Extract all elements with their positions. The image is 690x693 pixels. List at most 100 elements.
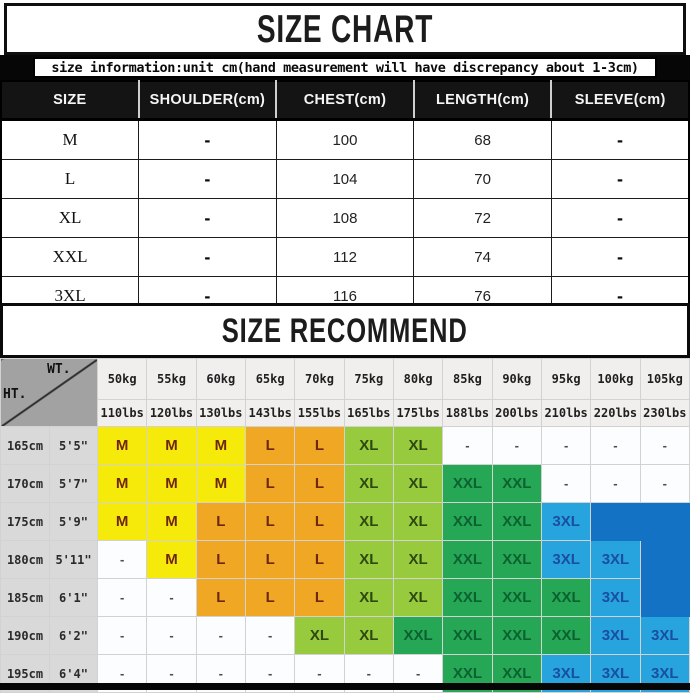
weight-lbs-header: 230lbs [639,399,690,427]
weight-kg-header: 65kg [244,358,296,400]
recommend-size-cell: XL [392,464,444,503]
weight-lbs-header: 110lbs [96,399,148,427]
size-chart-title-box: SIZE CHART [4,3,686,55]
size-chart-cell: M [0,119,140,160]
recommend-size-cell: L [294,426,345,465]
recommend-size-cell: L [244,464,296,503]
recommend-size-cell: 3XL [639,616,690,655]
recommend-size-cell: XXL [540,578,592,617]
size-chart-cell: 68 [413,119,552,160]
recommend-size-cell: L [244,578,296,617]
recommend-size-cell: M [195,426,246,465]
weight-lbs-header: 200lbs [491,399,542,427]
recommend-size-cell: XXL [491,464,542,503]
recommend-size-cell: M [146,502,197,541]
unit-note-text: size information:unit cm(hand measuremen… [51,59,639,76]
recommend-size-cell: M [96,502,148,541]
size-chart-title: SIZE CHART [256,6,434,51]
height-cm-cell: 180cm [0,540,50,579]
recommend-size-cell: 3XL [540,502,592,541]
recommend-size-cell: L [294,540,345,579]
recommend-size-cell: M [146,540,197,579]
weight-lbs-header: 220lbs [590,399,641,427]
recommend-size-cell: XL [392,426,444,465]
weight-kg-header: 80kg [392,358,444,400]
recommend-size-cell: L [294,464,345,503]
recommend-size-cell: XXL [442,616,493,655]
weight-lbs-header: 175lbs [392,399,444,427]
recommend-size-cell: - [540,426,592,465]
recommend-size-cell [639,502,690,541]
recommend-size-cell: - [195,616,246,655]
recommend-row: 185cm 6'1" - - L L L XL XL XXL XXL XXL 3XL [0,578,690,617]
recommend-size-cell: - [96,578,148,617]
weight-kg-header: 55kg [146,358,197,400]
size-chart-header-row: SIZE SHOULDER(cm) CHEST(cm) LENGTH(cm) SLEEV… [1,81,689,121]
recommend-size-cell: - [442,426,493,465]
size-chart-cell: 108 [275,198,415,238]
corner-ht-label: HT. [3,387,27,403]
recommend-size-cell: XL [343,502,394,541]
recommend-size-cell: XL [343,464,394,503]
weight-kg-header: 90kg [491,358,542,400]
size-chart-cell: 112 [275,237,415,277]
size-chart-col-header-0: SIZE [1,81,139,121]
corner-wt-ht-cell: WT. HT. [0,358,98,427]
recommend-size-cell: XL [343,578,394,617]
recommend-size-cell: XXL [442,578,493,617]
weight-lbs-header: 165lbs [343,399,394,427]
size-chart-row: M -100 68- [0,119,690,160]
recommend-size-cell: L [195,540,246,579]
recommend-size-cell: XXL [491,578,542,617]
weight-lbs-header: 130lbs [195,399,246,427]
weight-lbs-header: 143lbs [244,399,296,427]
size-chart-row: XXL -112 74- [0,237,690,277]
weight-kg-header: 95kg [540,358,592,400]
size-chart-cell: XXL [0,237,140,277]
recommend-body: 165cm 5'5" M M M L L XL XL - - - - -170cm 5'7" M M M L L XL X… [0,426,690,693]
size-chart-cell: - [138,237,277,277]
recommend-size-cell: L [244,540,296,579]
size-chart-table: SIZE SHOULDER(cm) CHEST(cm) LENGTH(cm) SLEEV… [0,80,690,317]
recommend-size-cell: M [146,464,197,503]
recommend-size-cell: M [96,464,148,503]
size-chart-cell: - [550,119,690,160]
weight-kg-header: 70kg [294,358,345,400]
unit-note-strip: size information:unit cm(hand measuremen… [0,55,690,80]
size-chart-cell: 70 [413,159,552,199]
recommend-size-cell: L [244,502,296,541]
recommend-size-cell: - [491,426,542,465]
recommend-size-cell: M [195,464,246,503]
recommend-size-cell: XXL [491,616,542,655]
height-cm-cell: 185cm [0,578,50,617]
weight-kg-header: 85kg [442,358,493,400]
recommend-size-cell: M [96,426,148,465]
size-chart-row: L -104 70- [0,159,690,199]
weight-lbs-header: 120lbs [146,399,197,427]
recommend-size-cell [639,540,690,579]
size-chart-row: XL -108 72- [0,198,690,238]
size-chart-cell: 100 [275,119,415,160]
recommend-size-cell: XXL [491,502,542,541]
recommend-size-cell: - [146,578,197,617]
recommend-size-cell: XXL [392,616,444,655]
recommend-size-cell: 3XL [590,578,641,617]
size-recommend-table: WT. HT. 50kg 55kg 60kg 65kg 70kg 75kg 80kg 85kg… [0,358,690,693]
size-chart-col-header-3: LENGTH(cm) [412,81,552,121]
recommend-size-cell: L [244,426,296,465]
recommend-size-cell: 3XL [540,540,592,579]
size-chart-cell: 74 [413,237,552,277]
weight-lbs-header: 210lbs [540,399,592,427]
size-chart-cell: L [0,159,140,199]
height-ft-cell: 5'11" [49,540,98,579]
size-chart-col-header-1: SHOULDER(cm) [137,81,277,121]
recommend-size-cell: - [639,464,690,503]
height-cm-cell: 175cm [0,502,50,541]
recommend-size-cell: - [96,616,148,655]
recommend-size-cell: L [195,578,246,617]
size-chart-cell: XL [0,198,140,238]
recommend-size-cell: XXL [442,464,493,503]
weight-kg-header: 100kg [590,358,641,400]
weight-kg-header: 50kg [96,358,148,400]
weight-lbs-header: 188lbs [442,399,493,427]
